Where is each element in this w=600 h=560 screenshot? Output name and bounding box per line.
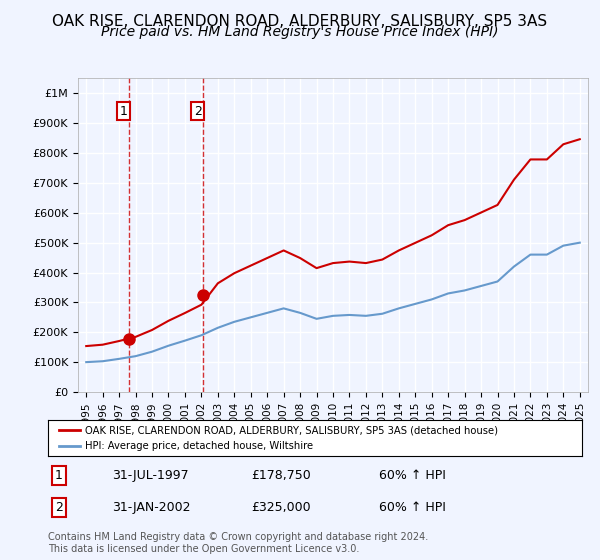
- Text: HPI: Average price, detached house, Wiltshire: HPI: Average price, detached house, Wilt…: [85, 441, 314, 451]
- Text: OAK RISE, CLARENDON ROAD, ALDERBURY, SALISBURY, SP5 3AS: OAK RISE, CLARENDON ROAD, ALDERBURY, SAL…: [52, 14, 548, 29]
- Text: 60% ↑ HPI: 60% ↑ HPI: [379, 501, 446, 514]
- Text: 1: 1: [120, 105, 128, 118]
- Text: 2: 2: [55, 501, 62, 514]
- Text: 1: 1: [55, 469, 62, 482]
- Text: 31-JUL-1997: 31-JUL-1997: [112, 469, 189, 482]
- Text: 2: 2: [194, 105, 202, 118]
- Text: £178,750: £178,750: [251, 469, 311, 482]
- Text: OAK RISE, CLARENDON ROAD, ALDERBURY, SALISBURY, SP5 3AS (detached house): OAK RISE, CLARENDON ROAD, ALDERBURY, SAL…: [85, 425, 499, 435]
- Text: 60% ↑ HPI: 60% ↑ HPI: [379, 469, 446, 482]
- Text: 31-JAN-2002: 31-JAN-2002: [112, 501, 191, 514]
- Text: Contains HM Land Registry data © Crown copyright and database right 2024.
This d: Contains HM Land Registry data © Crown c…: [48, 532, 428, 554]
- Text: £325,000: £325,000: [251, 501, 311, 514]
- Text: Price paid vs. HM Land Registry's House Price Index (HPI): Price paid vs. HM Land Registry's House …: [101, 25, 499, 39]
